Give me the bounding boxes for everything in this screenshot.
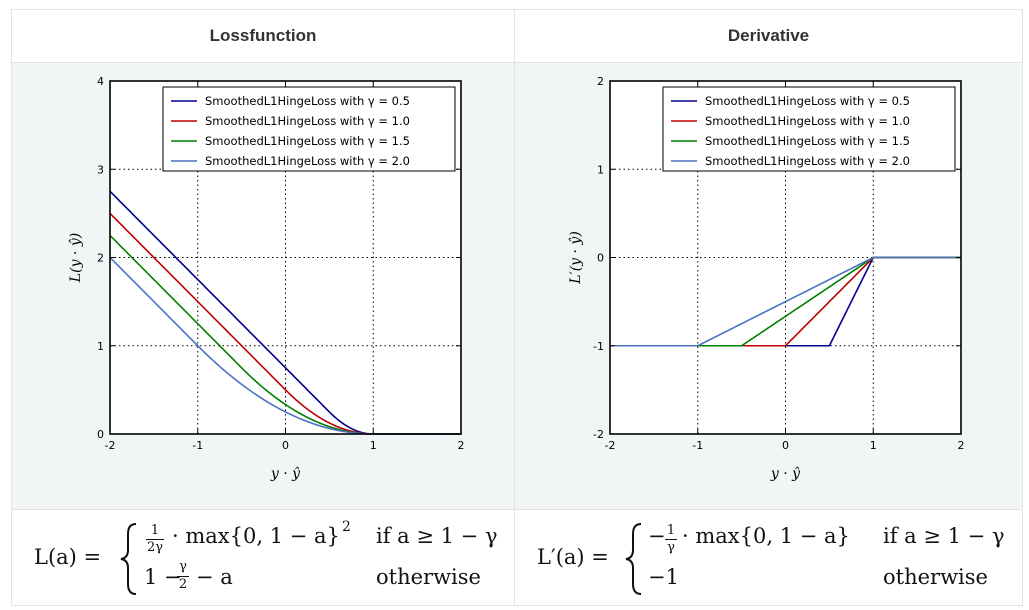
legend-label: SmoothedL1HingeLoss with γ = 2.0 — [205, 154, 410, 168]
loss-frac2-den: 2 — [178, 577, 188, 592]
series-line — [610, 256, 961, 347]
loss-case2-cond: otherwise — [376, 565, 481, 589]
y-tick-label: 1 — [597, 163, 604, 176]
x-tick-label: 1 — [870, 439, 877, 452]
x-axis-label: y · ŷ — [270, 465, 301, 482]
loss-lhs: L(a) = — [34, 545, 102, 569]
loss-frac2-bar — [177, 576, 189, 577]
x-tick-label: 0 — [282, 439, 289, 452]
derivative-case1-cond: if a ≥ 1 − γ — [883, 524, 1005, 548]
loss-frac1-den: 2γ — [146, 540, 164, 555]
legend-box — [662, 86, 956, 172]
loss-case1-cond: if a ≥ 1 − γ — [376, 524, 498, 548]
loss-chart: -2 -1 0 1 2 0 1 2 3 4 y · ŷ L(y · ŷ) SmoothedL1Hinge… — [67, 75, 465, 482]
legend-label: SmoothedL1HingeLoss with γ = 0.5 — [205, 94, 410, 108]
y-tick-label: 2 — [597, 75, 604, 88]
y-tick-label: 0 — [597, 252, 604, 265]
legend-label: SmoothedL1HingeLoss with γ = 1.5 — [205, 134, 410, 148]
derivative-frac-bar — [665, 539, 677, 540]
derivative-case1-pre: − — [648, 524, 666, 548]
derivative-chart: -2 -1 0 1 2 -2 -1 0 1 2 y · ŷ L′(y · ŷ) SmoothedL1Hi… — [567, 75, 965, 482]
y-tick-label: 3 — [97, 163, 104, 176]
y-axis-label: L(y · ŷ) — [67, 233, 84, 283]
y-tick-label: 2 — [97, 252, 104, 265]
y-tick-label: 0 — [97, 428, 104, 441]
derivative-frac-num: 1 — [666, 523, 676, 538]
loss-case1-sup: 2 — [342, 519, 351, 535]
loss-case1-tail: · max{0, 1 − a} — [172, 524, 340, 548]
x-tick-label: 2 — [458, 439, 465, 452]
legend-label: SmoothedL1HingeLoss with γ = 1.5 — [705, 134, 910, 148]
x-tick-label: -2 — [105, 439, 116, 452]
derivative-frac-den: γ — [667, 540, 675, 555]
legend-label: SmoothedL1HingeLoss with γ = 0.5 — [705, 94, 910, 108]
derivative-case1-tail: · max{0, 1 − a} — [682, 524, 850, 548]
header-divider — [12, 62, 1022, 63]
derivative-brace — [625, 523, 642, 595]
loss-formula: L(a) = 1 2γ · max{0, 1 − a} 2 if a ≥ 1 −… — [12, 510, 514, 605]
x-tick-label: 1 — [370, 439, 377, 452]
x-tick-label: -1 — [192, 439, 203, 452]
row-divider — [12, 509, 1022, 510]
legend-label: SmoothedL1HingeLoss with γ = 1.0 — [705, 114, 910, 128]
y-tick-label: -1 — [593, 340, 604, 353]
column-divider — [514, 10, 515, 605]
loss-case2-pre: 1 − — [144, 565, 182, 589]
loss-brace — [120, 523, 137, 595]
loss-frac1-bar — [146, 539, 164, 540]
y-tick-label: -2 — [593, 428, 604, 441]
legend-label: SmoothedL1HingeLoss with γ = 2.0 — [705, 154, 910, 168]
header-lossfunction: Lossfunction — [209, 26, 317, 45]
y-tick-label: 1 — [97, 340, 104, 353]
derivative-formula: L′(a) = − 1 γ · max{0, 1 − a} if a ≥ 1 −… — [515, 510, 1022, 605]
loss-case2-post: − a — [196, 565, 233, 589]
legend-label: SmoothedL1HingeLoss with γ = 1.0 — [205, 114, 410, 128]
x-axis-label: y · ŷ — [770, 465, 801, 482]
x-tick-label: 0 — [782, 439, 789, 452]
loss-frac2-num: γ — [179, 559, 187, 574]
legend-box — [162, 86, 456, 172]
x-tick-label: -1 — [692, 439, 703, 452]
header-derivative: Derivative — [727, 26, 810, 45]
y-tick-label: 4 — [97, 75, 104, 88]
y-axis-label: L′(y · ŷ) — [567, 231, 584, 285]
derivative-lhs: L′(a) = — [537, 545, 609, 569]
x-tick-label: -2 — [605, 439, 616, 452]
x-tick-label: 2 — [958, 439, 965, 452]
derivative-case2-cond: otherwise — [883, 565, 988, 589]
derivative-case2: −1 — [648, 565, 679, 589]
loss-frac1-num: 1 — [150, 523, 160, 538]
